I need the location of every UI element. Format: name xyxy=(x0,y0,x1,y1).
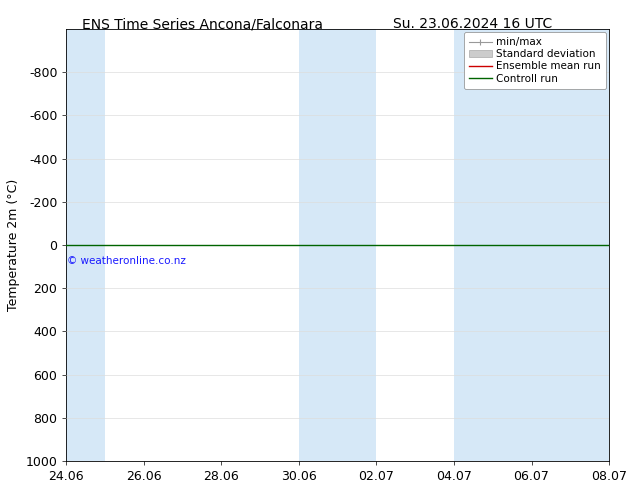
Text: ENS Time Series Ancona/Falconara: ENS Time Series Ancona/Falconara xyxy=(82,17,323,31)
Bar xyxy=(531,29,609,461)
Legend: min/max, Standard deviation, Ensemble mean run, Controll run: min/max, Standard deviation, Ensemble me… xyxy=(463,32,606,89)
Text: © weatheronline.co.nz: © weatheronline.co.nz xyxy=(67,256,186,266)
Bar xyxy=(454,29,531,461)
Bar xyxy=(299,29,377,461)
Text: Su. 23.06.2024 16 UTC: Su. 23.06.2024 16 UTC xyxy=(393,17,552,31)
Y-axis label: Temperature 2m (°C): Temperature 2m (°C) xyxy=(7,179,20,311)
Bar xyxy=(67,29,105,461)
